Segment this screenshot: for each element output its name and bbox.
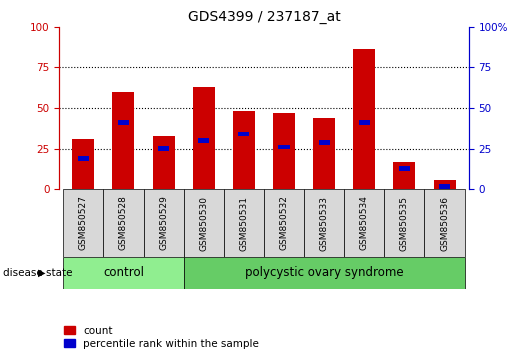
Bar <box>78 156 89 161</box>
Bar <box>393 162 416 189</box>
Text: GSM850528: GSM850528 <box>119 195 128 251</box>
Text: disease state: disease state <box>3 268 72 278</box>
Bar <box>184 189 224 257</box>
Bar <box>353 49 375 189</box>
Legend: count, percentile rank within the sample: count, percentile rank within the sample <box>64 326 259 349</box>
Text: GSM850536: GSM850536 <box>440 195 449 251</box>
Bar <box>264 189 304 257</box>
Bar <box>273 113 295 189</box>
Bar <box>313 118 335 189</box>
Bar <box>304 189 344 257</box>
Text: GSM850534: GSM850534 <box>360 195 369 251</box>
Bar <box>224 189 264 257</box>
Bar <box>193 87 215 189</box>
Bar <box>319 140 330 144</box>
Bar <box>434 179 456 189</box>
Bar <box>184 257 465 289</box>
Bar <box>72 139 94 189</box>
Text: GSM850533: GSM850533 <box>320 195 329 251</box>
Text: GSM850527: GSM850527 <box>79 195 88 251</box>
Bar <box>238 132 249 136</box>
Title: GDS4399 / 237187_at: GDS4399 / 237187_at <box>187 10 340 24</box>
Bar <box>384 189 424 257</box>
Bar <box>152 136 175 189</box>
Text: GSM850530: GSM850530 <box>199 195 208 251</box>
Bar <box>118 120 129 125</box>
Bar <box>158 146 169 151</box>
Text: GSM850532: GSM850532 <box>280 195 288 251</box>
Text: control: control <box>103 266 144 279</box>
Bar <box>63 189 104 257</box>
Bar <box>424 189 465 257</box>
Bar <box>144 189 184 257</box>
Bar <box>233 111 255 189</box>
Text: GSM850529: GSM850529 <box>159 195 168 251</box>
Text: polycystic ovary syndrome: polycystic ovary syndrome <box>245 266 403 279</box>
Bar <box>344 189 384 257</box>
Bar <box>63 257 184 289</box>
Text: GSM850531: GSM850531 <box>239 195 248 251</box>
Bar <box>279 144 289 149</box>
Bar <box>104 189 144 257</box>
Bar <box>198 138 209 143</box>
Bar <box>112 92 134 189</box>
Text: GSM850535: GSM850535 <box>400 195 409 251</box>
Bar <box>439 184 450 189</box>
Bar <box>359 120 370 125</box>
Text: ▶: ▶ <box>38 268 45 278</box>
Bar <box>399 166 410 171</box>
